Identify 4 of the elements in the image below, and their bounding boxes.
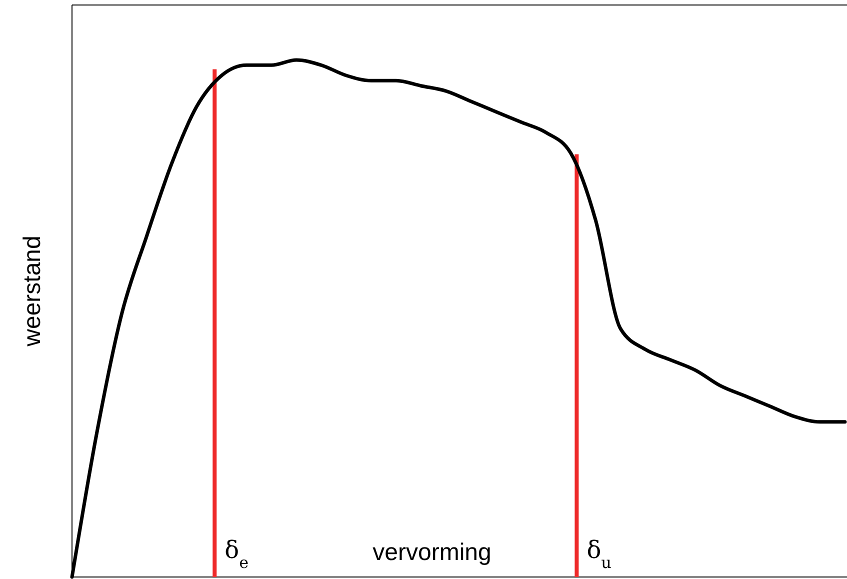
y-axis-title: weerstand bbox=[19, 236, 46, 348]
annotation: δ$_{e}$ bbox=[224, 536, 249, 572]
x-axis-title: vervorming bbox=[372, 539, 492, 566]
annotation: δ$_{u}$ bbox=[586, 536, 612, 572]
